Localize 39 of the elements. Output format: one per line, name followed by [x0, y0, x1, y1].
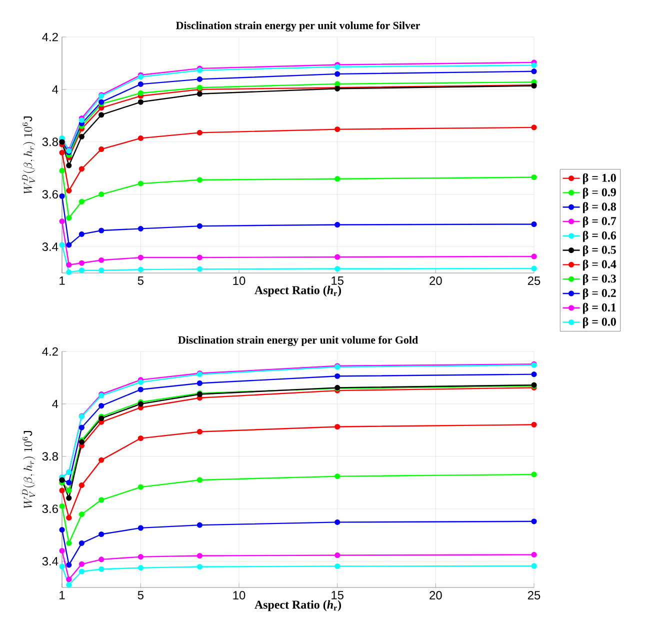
x-tick-label: 15: [332, 591, 344, 600]
legend-label: β = 0.6: [583, 230, 616, 242]
legend-label: β = 0.9: [583, 188, 616, 199]
chart-title: Disclination strain energy per unit volume for Silver: [176, 21, 420, 32]
y-tick-label: 3.6: [42, 504, 58, 514]
chart-title: Disclination strain energy per unit volume for Gold: [178, 336, 418, 346]
legend-label: β = 0.7: [583, 216, 616, 228]
x-tick-label: 20: [430, 591, 442, 600]
legend-label: β = 0.2: [583, 288, 616, 300]
x-tick-label: 15: [332, 276, 344, 285]
x-tick-label: 10: [233, 276, 246, 285]
y-tick-label: 4: [52, 400, 58, 408]
y-tick-label: 4.2: [42, 32, 58, 42]
y-tick-label: 3.4: [42, 557, 58, 566]
y-tick-label: 4.2: [42, 347, 58, 356]
y-tick-label: 3.6: [42, 190, 58, 199]
x-tick-label: 1: [60, 276, 65, 285]
legend-label: β = 0.5: [583, 245, 616, 256]
y-tick-label: 3.4: [42, 242, 58, 251]
legend-label: β = 0.4: [583, 260, 616, 271]
x-axis-title: Aspect Ratio (h$_{r}$): [254, 286, 341, 297]
x-tick-label: 20: [430, 276, 442, 285]
x-tick-label: 10: [233, 591, 246, 600]
x-tick-label: 5: [138, 591, 144, 600]
x-tick-label: 25: [528, 591, 540, 600]
legend-label: β = 1.0: [583, 173, 616, 184]
legend-label: β = 0.1: [583, 302, 616, 314]
x-tick-label: 25: [528, 276, 540, 285]
y-axis-title: $W_V^D(\beta,h_r)\ 10^6\mathrm{J}$: [22, 431, 36, 508]
x-tick-label: 1: [60, 591, 65, 600]
x-axis-title: Aspect Ratio (h$_{r}$): [254, 600, 341, 612]
legend-label: β = 0.8: [583, 202, 616, 214]
y-tick-label: 3.8: [42, 138, 58, 146]
y-axis-title: $W_V^D(\beta,h_r)\ 10^6\mathrm{J}$: [22, 116, 36, 194]
legend-label: β = 0.0: [583, 317, 616, 328]
y-tick-label: 4: [52, 85, 58, 94]
legend-label: β = 0.3: [583, 274, 616, 286]
x-tick-label: 5: [138, 276, 144, 285]
y-tick-label: 3.8: [42, 452, 58, 461]
